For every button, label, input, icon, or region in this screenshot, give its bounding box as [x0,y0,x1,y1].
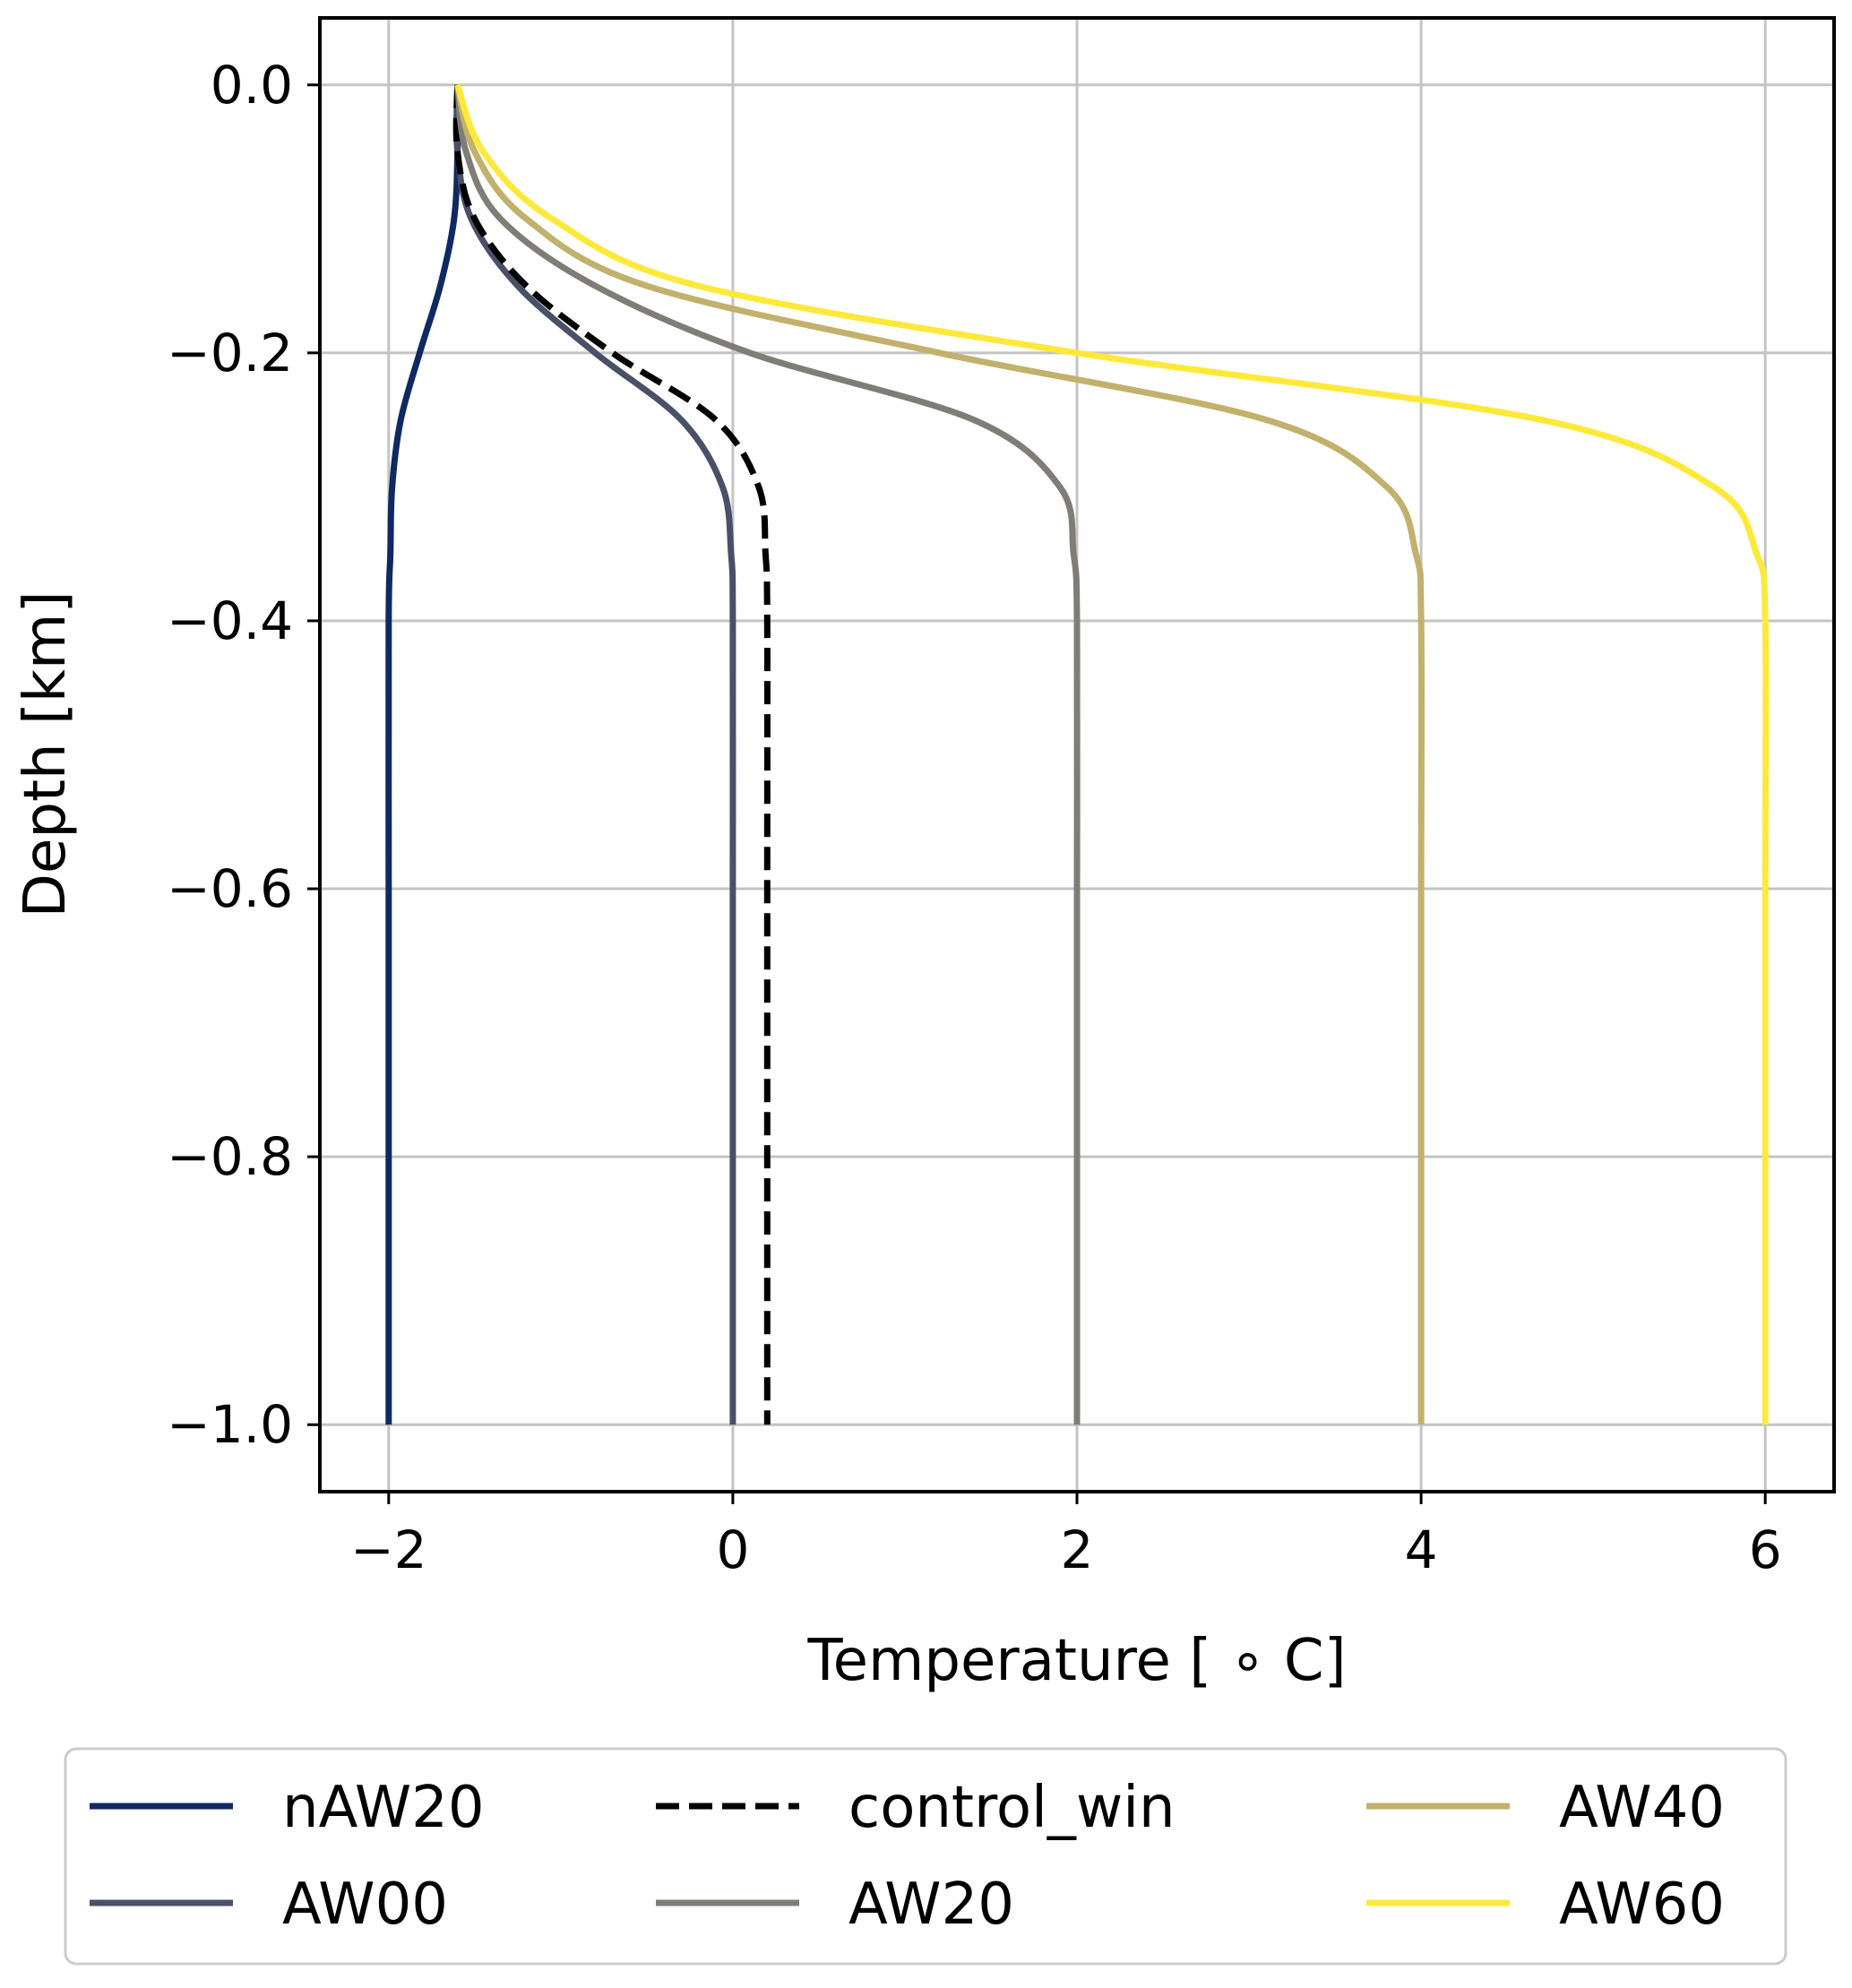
legend-box [64,1747,1787,1966]
series-line-naw20 [385,84,461,1425]
series-line-aw20 [454,84,1081,1425]
series-line-aw00 [452,84,736,1425]
series-line-aw40 [454,83,1426,1425]
y-tick-label: −0.2 [167,323,293,383]
x-tick-label: 4 [1405,1519,1438,1580]
legend: nAW20 AW00 control_win AW20 AW40 AW60 [64,1747,1787,1966]
legend-label: AW40 [1559,1775,1725,1841]
y-tick-label: 0.0 [211,55,293,116]
x-tick-label: 2 [1061,1519,1094,1580]
y-tick-label: −1.0 [167,1394,293,1455]
y-axis-ticks: 0.0 −0.2 −0.4 −0.6 −0.8 −1.0 [167,55,320,1455]
legend-label: nAW20 [282,1775,485,1841]
legend-label: AW60 [1559,1872,1725,1938]
x-tick-label: 0 [716,1519,749,1580]
series-lines [385,83,1770,1425]
y-tick-label: −0.6 [167,858,293,919]
x-tick-label: −2 [350,1519,427,1580]
x-tick-label: 6 [1749,1519,1782,1580]
x-axis-ticks: −2 0 2 4 6 [350,1492,1782,1580]
y-axis-label: Depth [km] [13,591,79,918]
legend-label: AW20 [848,1872,1014,1938]
series-line-control-win [452,84,771,1425]
series-line-aw60 [454,83,1770,1425]
y-tick-label: −0.4 [167,590,293,651]
y-tick-label: −0.8 [167,1126,293,1187]
legend-label: AW00 [282,1872,448,1938]
x-axis-label: Temperature [ ∘ C] [806,1628,1346,1694]
legend-label: control_win [848,1775,1176,1841]
